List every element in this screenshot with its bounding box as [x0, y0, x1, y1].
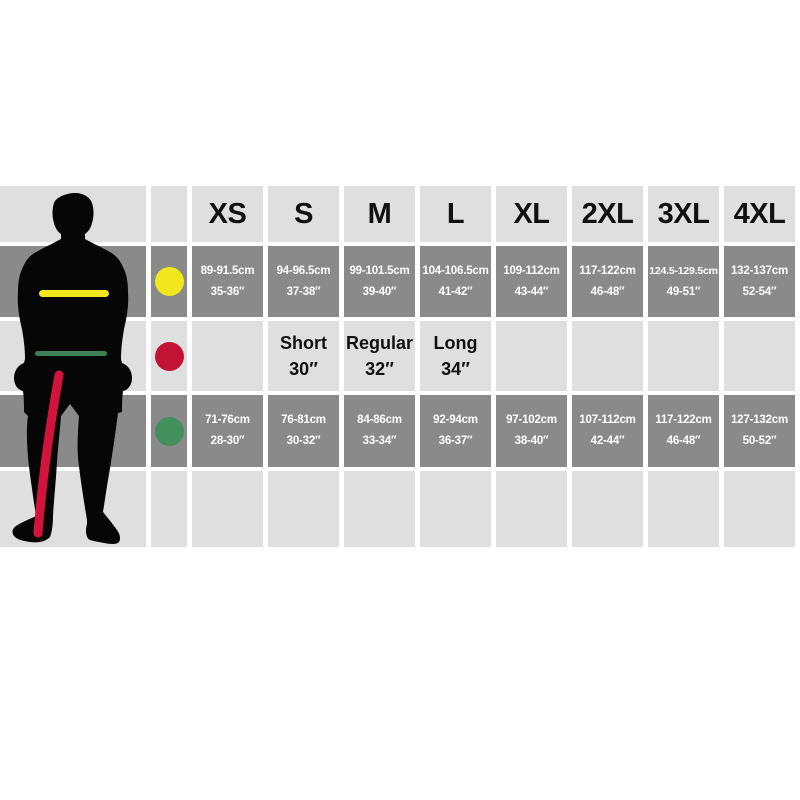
- length-cell-s: Short 30″: [268, 321, 339, 391]
- size-label: XL: [513, 197, 550, 230]
- chest-cell-3xl: 124.5-129.5cm 49-51″: [648, 246, 719, 317]
- waist-marker-cell: [151, 395, 187, 467]
- size-header-xl: XL: [496, 186, 567, 242]
- waist-cell-4xl: 127-132cm 50-52″: [724, 395, 795, 467]
- size-label: S: [294, 197, 313, 230]
- chest-cell-s: 94-96.5cm 37-38″: [268, 246, 339, 317]
- empty-cell: [420, 471, 491, 547]
- size-header-s: S: [268, 186, 339, 242]
- empty-cell: [724, 471, 795, 547]
- size-header-2xl: 2XL: [572, 186, 643, 242]
- size-chart-table: XS S M L XL 2XL 3XL 4XL 89-91.5cm 35-36″ …: [0, 186, 795, 547]
- marker-column-header-cell: [151, 186, 187, 242]
- waist-cell-xs: 71-76cm 28-30″: [192, 395, 263, 467]
- waist-cell-m: 84-86cm 33-34″: [344, 395, 415, 467]
- size-header-3xl: 3XL: [648, 186, 719, 242]
- figure-column-band-waist: [0, 395, 146, 467]
- empty-cell: [496, 471, 567, 547]
- size-label: XS: [208, 197, 247, 230]
- length-cell-2xl: [572, 321, 643, 391]
- length-cell-xs: [192, 321, 263, 391]
- size-header-l: L: [420, 186, 491, 242]
- size-header-4xl: 4XL: [724, 186, 795, 242]
- length-cell-3xl: [648, 321, 719, 391]
- empty-cell: [572, 471, 643, 547]
- chest-cell-2xl: 117-122cm 46-48″: [572, 246, 643, 317]
- figure-column-band-header: [0, 186, 146, 242]
- length-cell-4xl: [724, 321, 795, 391]
- length-marker-cell: [151, 321, 187, 391]
- length-cell-m: Regular 32″: [344, 321, 415, 391]
- size-header-xs: XS: [192, 186, 263, 242]
- empty-cell: [344, 471, 415, 547]
- waist-cell-l: 92-94cm 36-37″: [420, 395, 491, 467]
- chest-cell-4xl: 132-137cm 52-54″: [724, 246, 795, 317]
- empty-cell: [268, 471, 339, 547]
- waist-cell-xl: 97-102cm 38-40″: [496, 395, 567, 467]
- yellow-dot-icon: [154, 267, 184, 296]
- figure-column-band-chest: [0, 246, 146, 317]
- empty-cell: [648, 471, 719, 547]
- chest-marker-cell: [151, 246, 187, 317]
- size-label: M: [367, 197, 392, 230]
- waist-cell-s: 76-81cm 30-32″: [268, 395, 339, 467]
- green-dot-icon: [154, 416, 184, 446]
- waist-cell-2xl: 107-112cm 42-44″: [572, 395, 643, 467]
- size-label: 4XL: [733, 197, 786, 230]
- chest-cell-xs: 89-91.5cm 35-36″: [192, 246, 263, 317]
- size-header-m: M: [344, 186, 415, 242]
- size-label: 3XL: [657, 197, 710, 230]
- chest-cell-l: 104-106.5cm 41-42″: [420, 246, 491, 317]
- length-cell-xl: [496, 321, 567, 391]
- red-dot-icon: [154, 341, 184, 371]
- empty-cell: [151, 471, 187, 547]
- figure-column-band-length: [0, 321, 146, 391]
- empty-cell: [192, 471, 263, 547]
- figure-column-band-footer: [0, 471, 146, 547]
- chest-cell-m: 99-101.5cm 39-40″: [344, 246, 415, 317]
- waist-cell-3xl: 117-122cm 46-48″: [648, 395, 719, 467]
- size-label: L: [446, 197, 465, 230]
- length-cell-l: Long 34″: [420, 321, 491, 391]
- chest-cell-xl: 109-112cm 43-44″: [496, 246, 567, 317]
- size-label: 2XL: [581, 197, 634, 230]
